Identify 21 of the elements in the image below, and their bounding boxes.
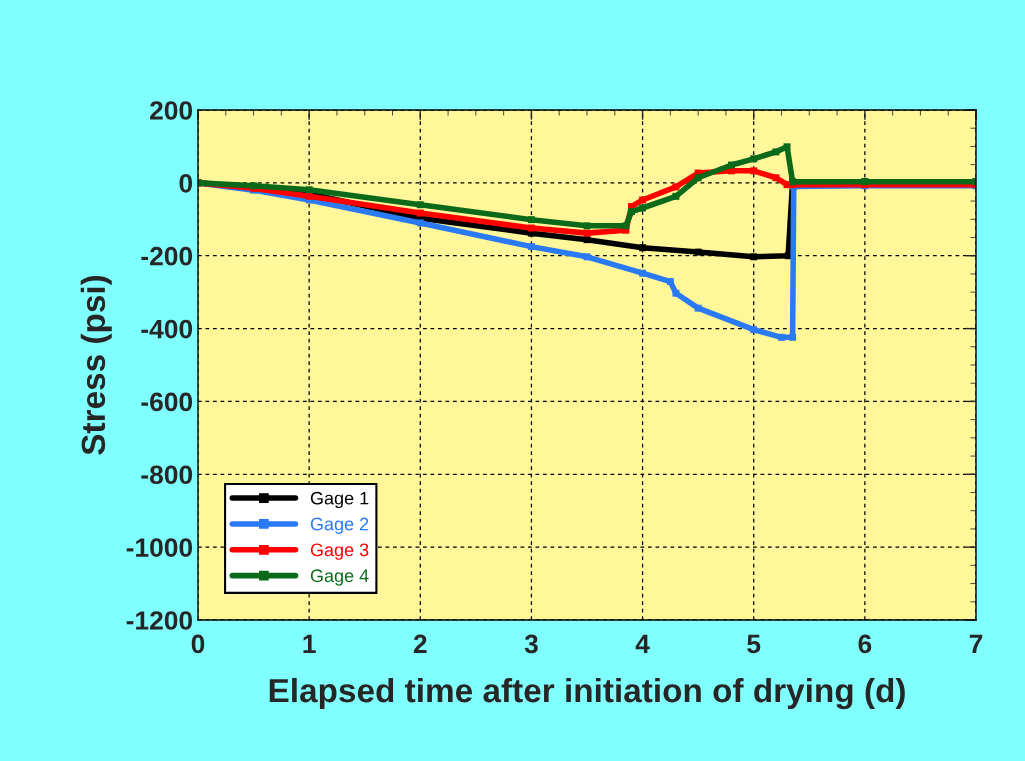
- x-tick-label: 5: [747, 634, 761, 654]
- x-tick-label: 1: [303, 634, 316, 654]
- y-tick-label: -400: [141, 319, 193, 339]
- y-tick-label: -1200: [126, 611, 193, 630]
- y-tick-label: -800: [141, 465, 193, 485]
- y-tick-label: -1000: [126, 538, 193, 557]
- x-tick-label: 4: [635, 634, 650, 654]
- y-axis-title: Stress (psi): [80, 275, 112, 455]
- legend-label: Gage 3: [310, 543, 369, 560]
- y-tick-label: -600: [141, 392, 193, 412]
- legend-label: Gage 2: [310, 517, 369, 534]
- x-tick-label: 3: [524, 634, 538, 654]
- x-axis-title: Elapsed time after initiation of drying (d): [269, 677, 905, 710]
- y-tick-label: -200: [141, 246, 193, 266]
- y-tick-label: 0: [179, 173, 193, 193]
- x-tick-label: 7: [969, 634, 983, 654]
- x-tick-label: 2: [413, 634, 427, 654]
- x-tick-label: 6: [858, 634, 872, 654]
- y-tick-label: 200: [150, 101, 193, 120]
- legend-label: Gage 4: [310, 569, 369, 586]
- legend-label: Gage 1: [310, 491, 369, 509]
